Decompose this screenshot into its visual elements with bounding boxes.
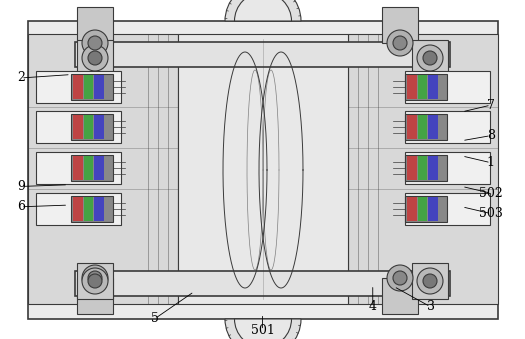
Circle shape [82, 265, 108, 291]
Text: 4: 4 [369, 300, 377, 313]
Bar [73, 197, 82, 221]
Bar [77, 278, 113, 314]
Bar [36, 152, 121, 184]
Bar [382, 278, 418, 314]
Circle shape [82, 30, 108, 56]
Bar [94, 197, 103, 221]
Bar [94, 75, 103, 99]
Bar [94, 156, 103, 180]
Bar [412, 263, 448, 299]
Bar [407, 75, 416, 99]
Circle shape [88, 36, 102, 50]
Circle shape [393, 271, 407, 285]
Bar [73, 75, 82, 99]
Circle shape [88, 51, 102, 65]
Wedge shape [235, 319, 291, 339]
Bar [28, 21, 498, 319]
Text: 2: 2 [17, 72, 25, 84]
Bar [407, 197, 416, 221]
Bar [428, 156, 437, 180]
Bar [405, 71, 490, 103]
Text: 1: 1 [487, 156, 495, 169]
Bar [405, 74, 447, 100]
Bar [77, 263, 113, 299]
Text: 3: 3 [426, 300, 435, 313]
Text: 9: 9 [17, 180, 25, 193]
Text: 5: 5 [151, 312, 159, 325]
Bar [428, 115, 437, 139]
Bar [36, 71, 121, 103]
Bar [75, 42, 450, 67]
Circle shape [88, 274, 102, 288]
Circle shape [82, 45, 108, 71]
Bar [405, 111, 490, 143]
Circle shape [387, 30, 413, 56]
Bar [412, 40, 448, 76]
Bar [36, 111, 121, 143]
Text: 503: 503 [479, 207, 503, 220]
Bar [83, 197, 93, 221]
Circle shape [393, 36, 407, 50]
Bar [73, 115, 82, 139]
Bar [407, 156, 416, 180]
Bar [382, 7, 418, 43]
Circle shape [417, 45, 443, 71]
Bar [71, 74, 113, 100]
Bar [36, 193, 121, 225]
Bar [405, 196, 447, 222]
Circle shape [88, 271, 102, 285]
Bar [77, 40, 113, 76]
Bar [405, 193, 490, 225]
Bar [83, 115, 93, 139]
Bar [405, 152, 490, 184]
Circle shape [82, 268, 108, 294]
Text: 502: 502 [479, 187, 503, 200]
Bar [428, 75, 437, 99]
Circle shape [423, 51, 437, 65]
Bar [417, 156, 427, 180]
Bar [28, 34, 178, 304]
Bar [417, 75, 427, 99]
Bar [83, 75, 93, 99]
Bar [417, 197, 427, 221]
Bar [94, 115, 103, 139]
Wedge shape [225, 0, 301, 21]
Circle shape [423, 274, 437, 288]
Bar [428, 197, 437, 221]
Bar [75, 271, 450, 296]
Bar [407, 115, 416, 139]
Text: 8: 8 [487, 129, 495, 142]
Bar [83, 156, 93, 180]
Circle shape [417, 268, 443, 294]
Circle shape [387, 265, 413, 291]
Bar [405, 155, 447, 181]
Wedge shape [235, 0, 291, 21]
Text: 7: 7 [487, 99, 495, 112]
Bar [73, 156, 82, 180]
Bar [71, 196, 113, 222]
Bar [405, 114, 447, 140]
Text: 6: 6 [17, 200, 25, 213]
Bar [348, 34, 498, 304]
Bar [77, 7, 113, 43]
Wedge shape [225, 319, 301, 339]
Bar [178, 34, 348, 304]
Bar [417, 115, 427, 139]
Bar [71, 114, 113, 140]
Text: 501: 501 [250, 324, 275, 337]
Bar [71, 155, 113, 181]
